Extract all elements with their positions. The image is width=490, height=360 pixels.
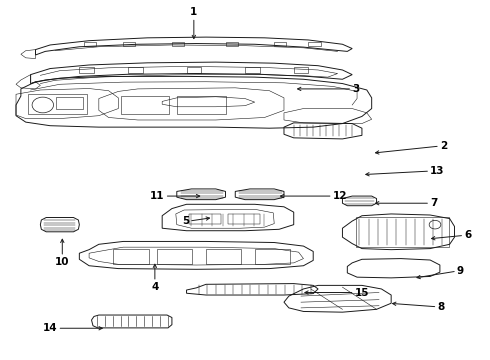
Bar	[172, 42, 184, 46]
Text: 10: 10	[55, 257, 70, 267]
Text: 14: 14	[43, 323, 57, 333]
Bar	[294, 67, 308, 73]
Bar	[123, 42, 135, 46]
Text: 5: 5	[182, 216, 189, 226]
Bar	[255, 249, 290, 264]
Text: 12: 12	[333, 191, 347, 201]
Text: 2: 2	[440, 141, 447, 151]
Text: 4: 4	[151, 282, 159, 292]
Text: 7: 7	[430, 198, 438, 208]
Bar	[114, 249, 148, 264]
Text: 6: 6	[464, 230, 471, 240]
Text: 1: 1	[190, 8, 197, 18]
Text: 13: 13	[430, 166, 444, 176]
Bar	[245, 67, 260, 73]
Bar	[189, 213, 220, 224]
Bar	[79, 67, 94, 73]
Text: 15: 15	[355, 288, 369, 297]
Text: 8: 8	[438, 302, 445, 312]
Bar	[157, 249, 193, 264]
Bar	[228, 213, 260, 224]
Bar	[84, 42, 97, 46]
Bar	[225, 42, 238, 46]
Bar	[56, 97, 83, 109]
Bar	[121, 96, 170, 114]
Bar	[128, 67, 143, 73]
Text: 11: 11	[150, 191, 165, 201]
Bar	[308, 42, 320, 46]
Bar	[206, 249, 241, 264]
Bar	[356, 217, 449, 247]
Bar	[274, 42, 287, 46]
Text: 3: 3	[352, 84, 360, 94]
Bar	[28, 94, 87, 114]
Bar	[177, 96, 225, 114]
Text: 9: 9	[457, 266, 464, 276]
Bar	[187, 67, 201, 73]
